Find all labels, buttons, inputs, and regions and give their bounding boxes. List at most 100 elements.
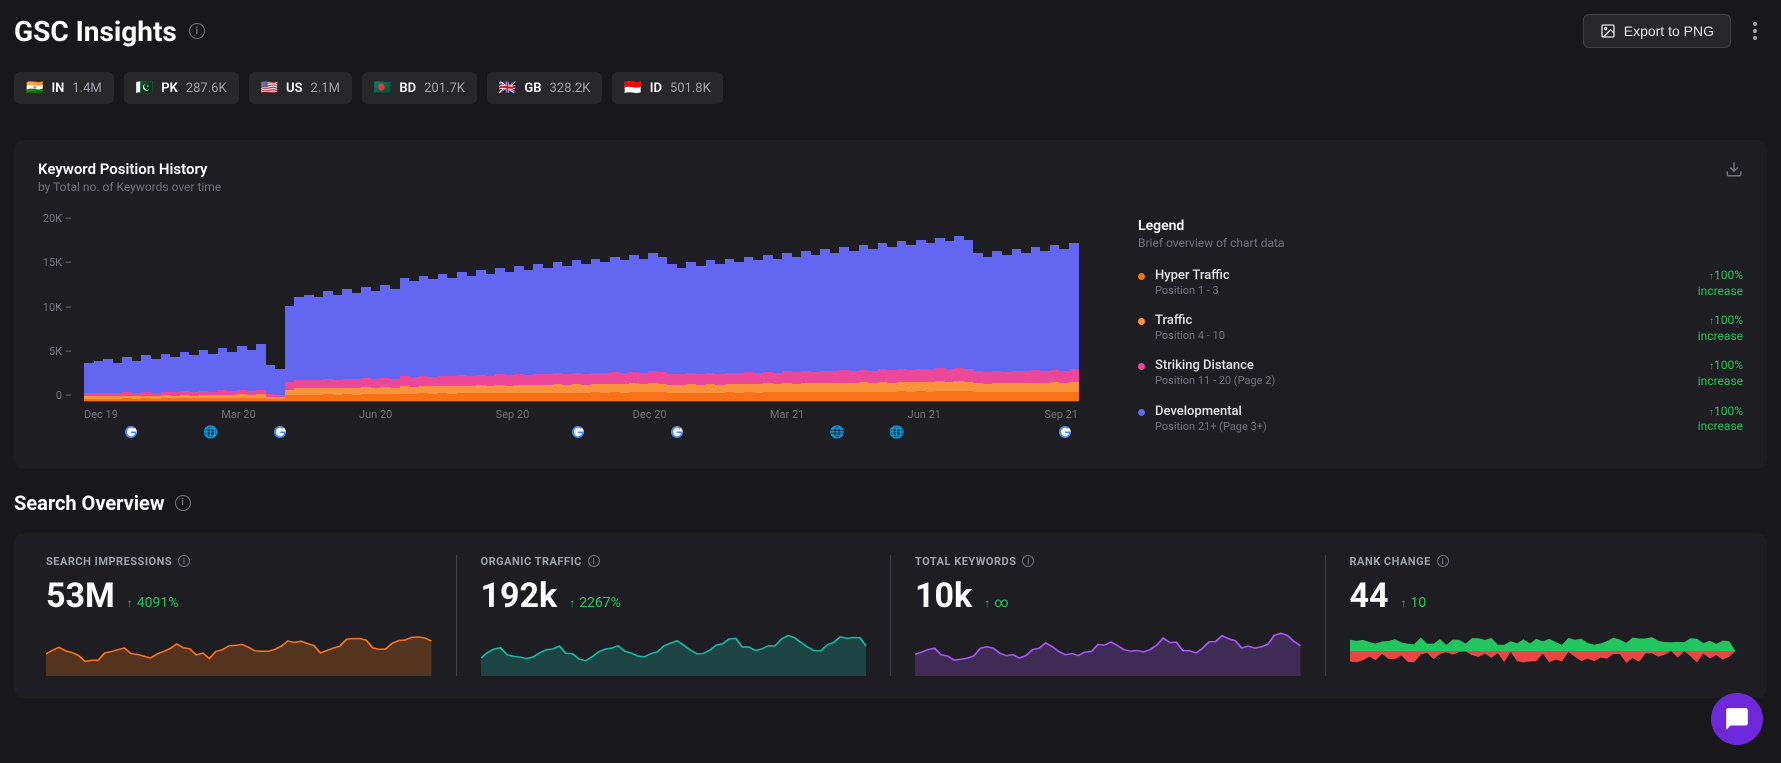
bar-segment-traffic xyxy=(830,383,840,392)
event-marker-icon[interactable] xyxy=(571,425,585,442)
bar-segment-traffic xyxy=(1021,383,1031,392)
country-pill[interactable]: 🇮🇩ID501.8K xyxy=(612,72,722,104)
bar xyxy=(954,236,964,401)
info-icon[interactable]: i xyxy=(1437,555,1449,567)
chat-fab-button[interactable] xyxy=(1711,693,1763,745)
bar-segment-striking xyxy=(811,372,821,384)
chart-body: 20K –15K –10K –5K –0 – Dec 19Mar 20Jun 2… xyxy=(38,212,1743,449)
bar xyxy=(600,262,610,401)
country-filter-pills: 🇮🇳IN1.4M 🇵🇰PK287.6K 🇺🇸US2.1M 🇧🇩BD201.7K 🇬🇧GB… xyxy=(14,72,1767,104)
event-marker-icon[interactable]: 🌐 xyxy=(830,425,845,439)
sparkline-chart xyxy=(481,626,867,676)
bar xyxy=(256,344,266,401)
bar xyxy=(667,264,677,401)
bar-segment-hyper xyxy=(533,393,543,401)
bar-segment-hyper xyxy=(161,398,171,401)
bar-segment-developmental xyxy=(725,259,735,373)
event-marker-icon[interactable] xyxy=(1058,425,1072,442)
bar-segment-hyper xyxy=(801,392,811,401)
x-tick: Sep 21 xyxy=(1044,408,1078,421)
info-icon[interactable]: i xyxy=(588,555,600,567)
bar xyxy=(438,274,448,401)
bar-segment-striking xyxy=(849,371,859,383)
metric-value-row: 53M ↑4091% xyxy=(46,576,432,616)
bar-segment-developmental xyxy=(629,255,639,372)
bar-segment-striking xyxy=(562,374,572,385)
bar-segment-striking xyxy=(610,372,620,384)
bar-segment-developmental xyxy=(122,357,132,392)
event-marker-icon[interactable] xyxy=(124,425,138,442)
bar xyxy=(371,291,381,401)
bar-segment-developmental xyxy=(706,260,716,372)
bar-segment-striking xyxy=(380,378,390,387)
event-marker-icon[interactable]: 🌐 xyxy=(889,425,904,439)
legend-desc: Position 11 - 20 (Page 2) xyxy=(1155,374,1275,387)
bar xyxy=(514,266,524,401)
legend-item[interactable]: Developmental Position 21+ (Page 3+) ↑10… xyxy=(1138,404,1743,435)
metrics-row: SEARCH IMPRESSIONSi 53M ↑4091% ORGANIC T… xyxy=(14,533,1767,698)
legend-subtitle: Brief overview of chart data xyxy=(1138,236,1743,250)
event-marker-icon[interactable]: 🌐 xyxy=(203,425,218,439)
export-png-button[interactable]: Export to PNG xyxy=(1583,14,1731,48)
x-tick: Sep 20 xyxy=(496,408,530,421)
bar-segment-developmental xyxy=(897,241,907,369)
bar xyxy=(849,251,859,401)
bar-segment-traffic xyxy=(1059,383,1069,392)
bar-segment-hyper xyxy=(237,398,247,401)
bar xyxy=(294,297,304,401)
info-icon[interactable]: i xyxy=(178,555,190,567)
bar-segment-hyper xyxy=(620,393,630,401)
bar xyxy=(227,352,237,401)
country-pill[interactable]: 🇮🇳IN1.4M xyxy=(14,72,114,104)
bar-segment-developmental xyxy=(973,253,983,372)
x-axis: Dec 19Mar 20Jun 20Sep 20Dec 20Mar 21Jun … xyxy=(84,408,1078,421)
info-icon[interactable]: i xyxy=(1022,555,1034,567)
bar-segment-striking xyxy=(486,376,496,386)
legend-item[interactable]: Hyper Traffic Position 1 - 3 ↑100%increa… xyxy=(1138,268,1743,299)
download-icon[interactable] xyxy=(1725,160,1743,178)
bar xyxy=(1021,253,1031,401)
bar-segment-striking xyxy=(763,372,773,384)
bar-segment-hyper xyxy=(285,395,295,401)
country-pill[interactable]: 🇺🇸US2.1M xyxy=(249,72,352,104)
bar-segment-striking xyxy=(773,373,783,384)
bar-segment-striking xyxy=(1040,371,1050,383)
bar xyxy=(467,276,477,401)
bar-segment-hyper xyxy=(1059,392,1069,401)
country-pill[interactable]: 🇬🇧GB328.2K xyxy=(487,72,602,104)
bar-segment-developmental xyxy=(505,272,515,375)
legend-name: Striking Distance xyxy=(1155,358,1275,373)
bar-segment-traffic xyxy=(725,384,735,393)
bar-segment-striking xyxy=(1069,369,1079,382)
bar xyxy=(132,361,142,401)
legend-item[interactable]: Traffic Position 4 - 10 ↑100%increase xyxy=(1138,313,1743,344)
bar-segment-hyper xyxy=(409,394,419,401)
legend-dot-icon xyxy=(1138,409,1145,416)
event-marker-icon[interactable] xyxy=(273,425,287,442)
legend-item[interactable]: Striking Distance Position 11 - 20 (Page… xyxy=(1138,358,1743,389)
arrow-up-icon: ↑ xyxy=(1401,596,1407,610)
bar-segment-hyper xyxy=(992,392,1002,401)
more-menu-button[interactable] xyxy=(1743,18,1767,44)
bar-segment-traffic xyxy=(486,386,496,394)
bar-segment-traffic xyxy=(629,383,639,392)
metric-value: 53M xyxy=(46,576,115,616)
event-marker-icon[interactable] xyxy=(670,425,684,442)
info-icon[interactable]: i xyxy=(175,495,191,511)
bar-segment-hyper xyxy=(400,394,410,401)
bar-segment-hyper xyxy=(141,398,151,401)
bar-segment-striking xyxy=(801,371,811,383)
bar-segment-traffic xyxy=(543,385,553,393)
bar xyxy=(380,285,390,401)
bar-segment-hyper xyxy=(935,391,945,401)
bar-segment-striking xyxy=(294,380,304,388)
bar-segment-traffic xyxy=(897,382,907,392)
bar xyxy=(1069,243,1079,401)
bar-segment-traffic xyxy=(342,388,352,395)
bar xyxy=(572,260,582,401)
country-pill[interactable]: 🇵🇰PK287.6K xyxy=(124,72,239,104)
bar xyxy=(859,245,869,401)
info-icon[interactable]: i xyxy=(189,23,205,39)
bar-segment-striking xyxy=(935,368,945,381)
country-pill[interactable]: 🇧🇩BD201.7K xyxy=(362,72,477,104)
